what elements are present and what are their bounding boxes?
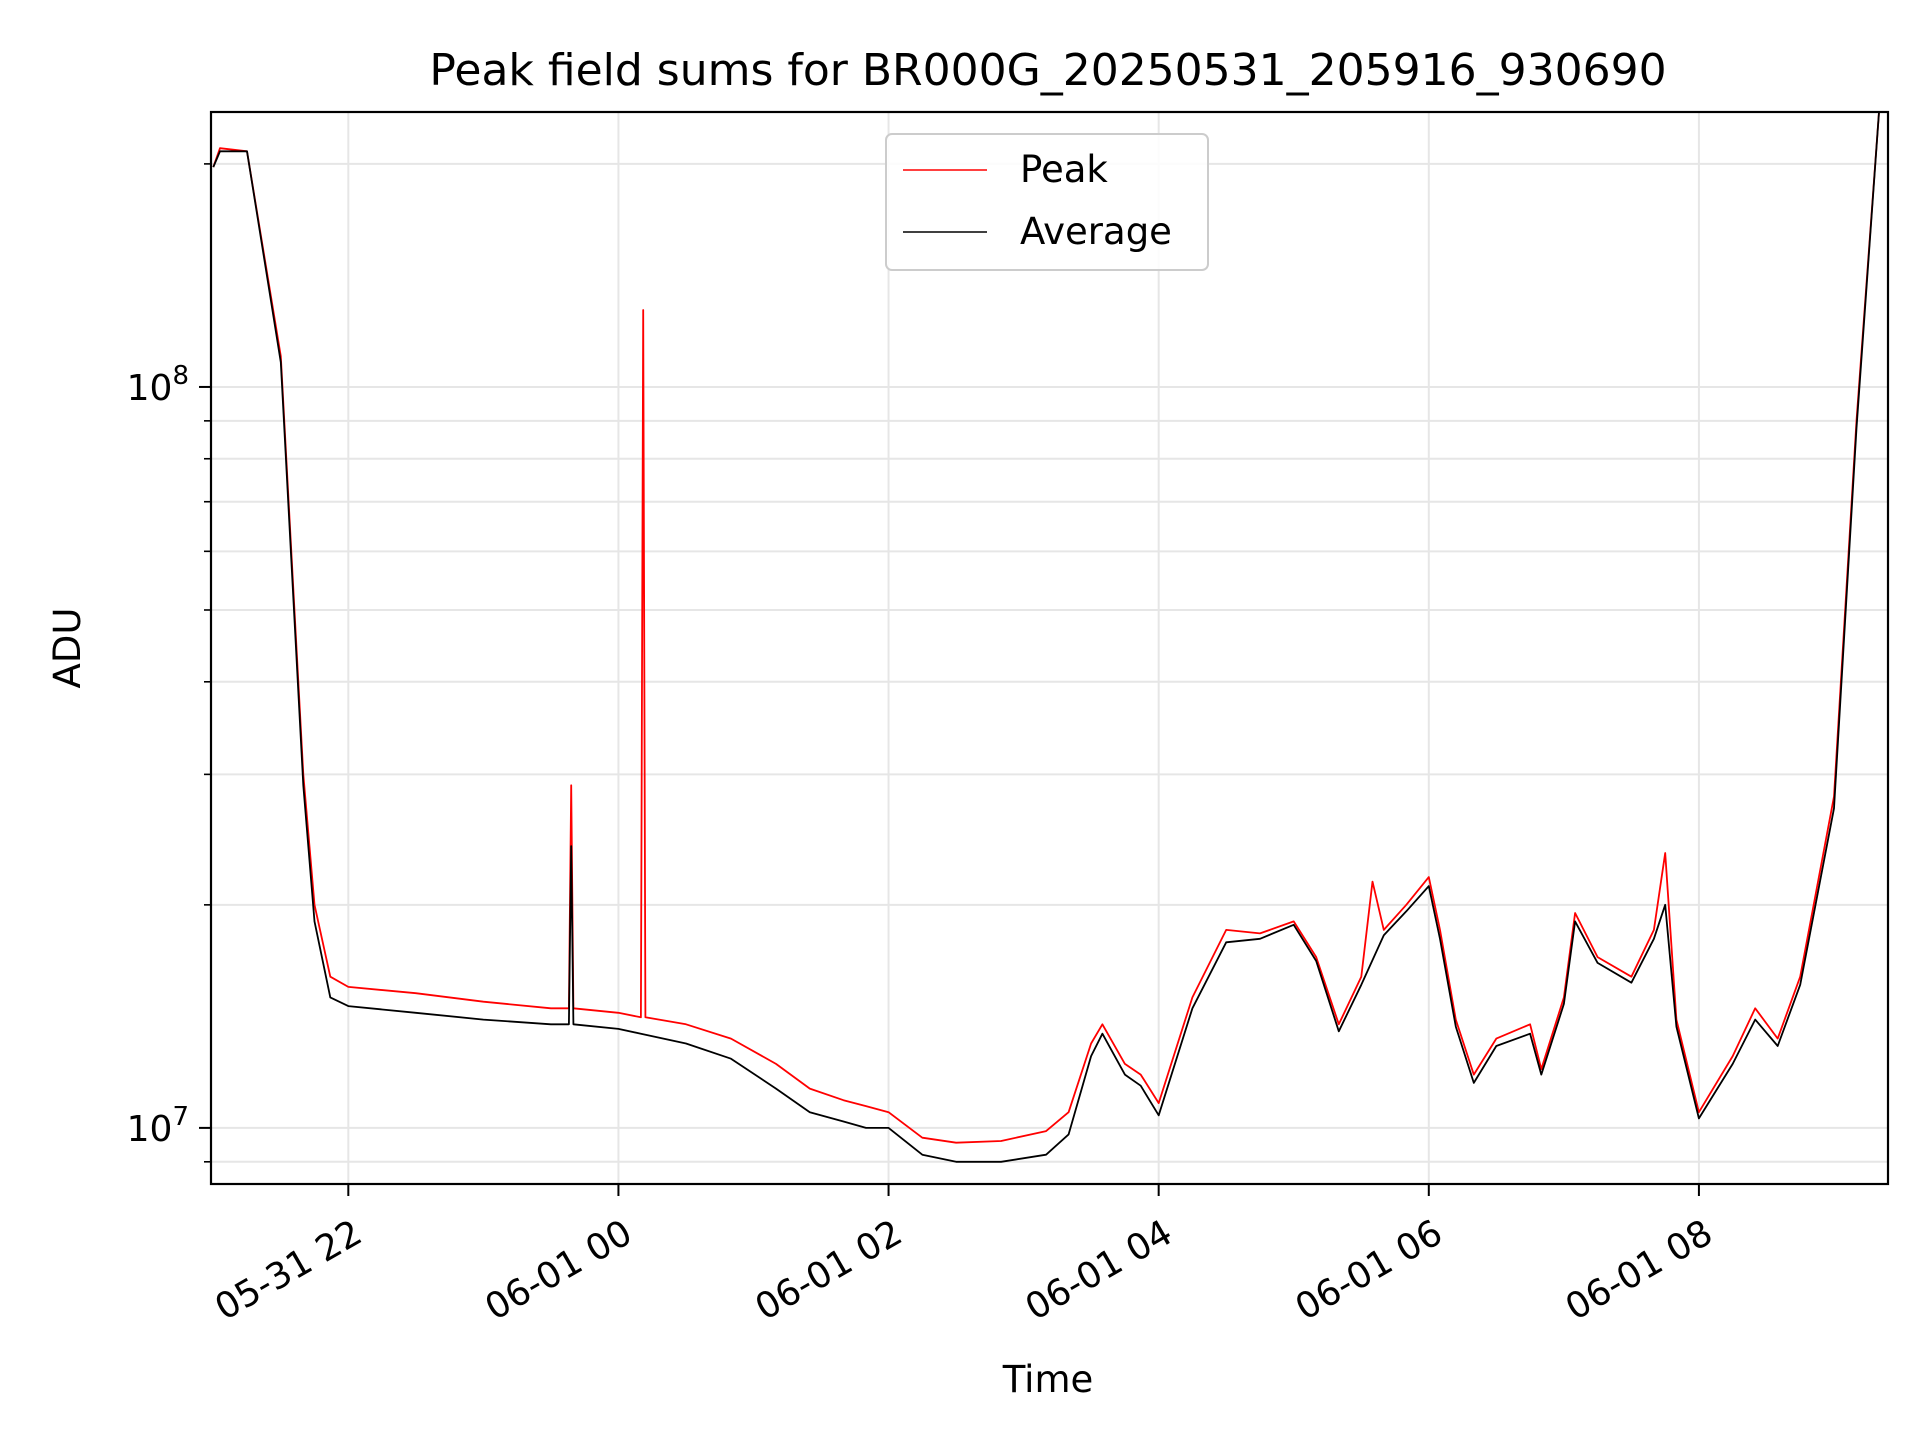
series-layer (212, 111, 1880, 1163)
grid (211, 112, 1888, 1184)
y-axis-label: ADU (46, 608, 89, 689)
y-tick-label: 107 (127, 1102, 189, 1150)
legend-label-average: Average (1020, 210, 1172, 253)
legend-box (885, 133, 1209, 271)
x-axis-label: Time (1002, 1358, 1094, 1401)
legend: Peak Average (885, 133, 1209, 271)
chart-title: Peak field sums for BR000G_20250531_2059… (429, 45, 1666, 96)
legend-label-peak: Peak (1020, 148, 1108, 191)
y-tick-label: 108 (127, 361, 189, 409)
plot-frame (209, 110, 1890, 1186)
series-line-average (212, 111, 1880, 1163)
